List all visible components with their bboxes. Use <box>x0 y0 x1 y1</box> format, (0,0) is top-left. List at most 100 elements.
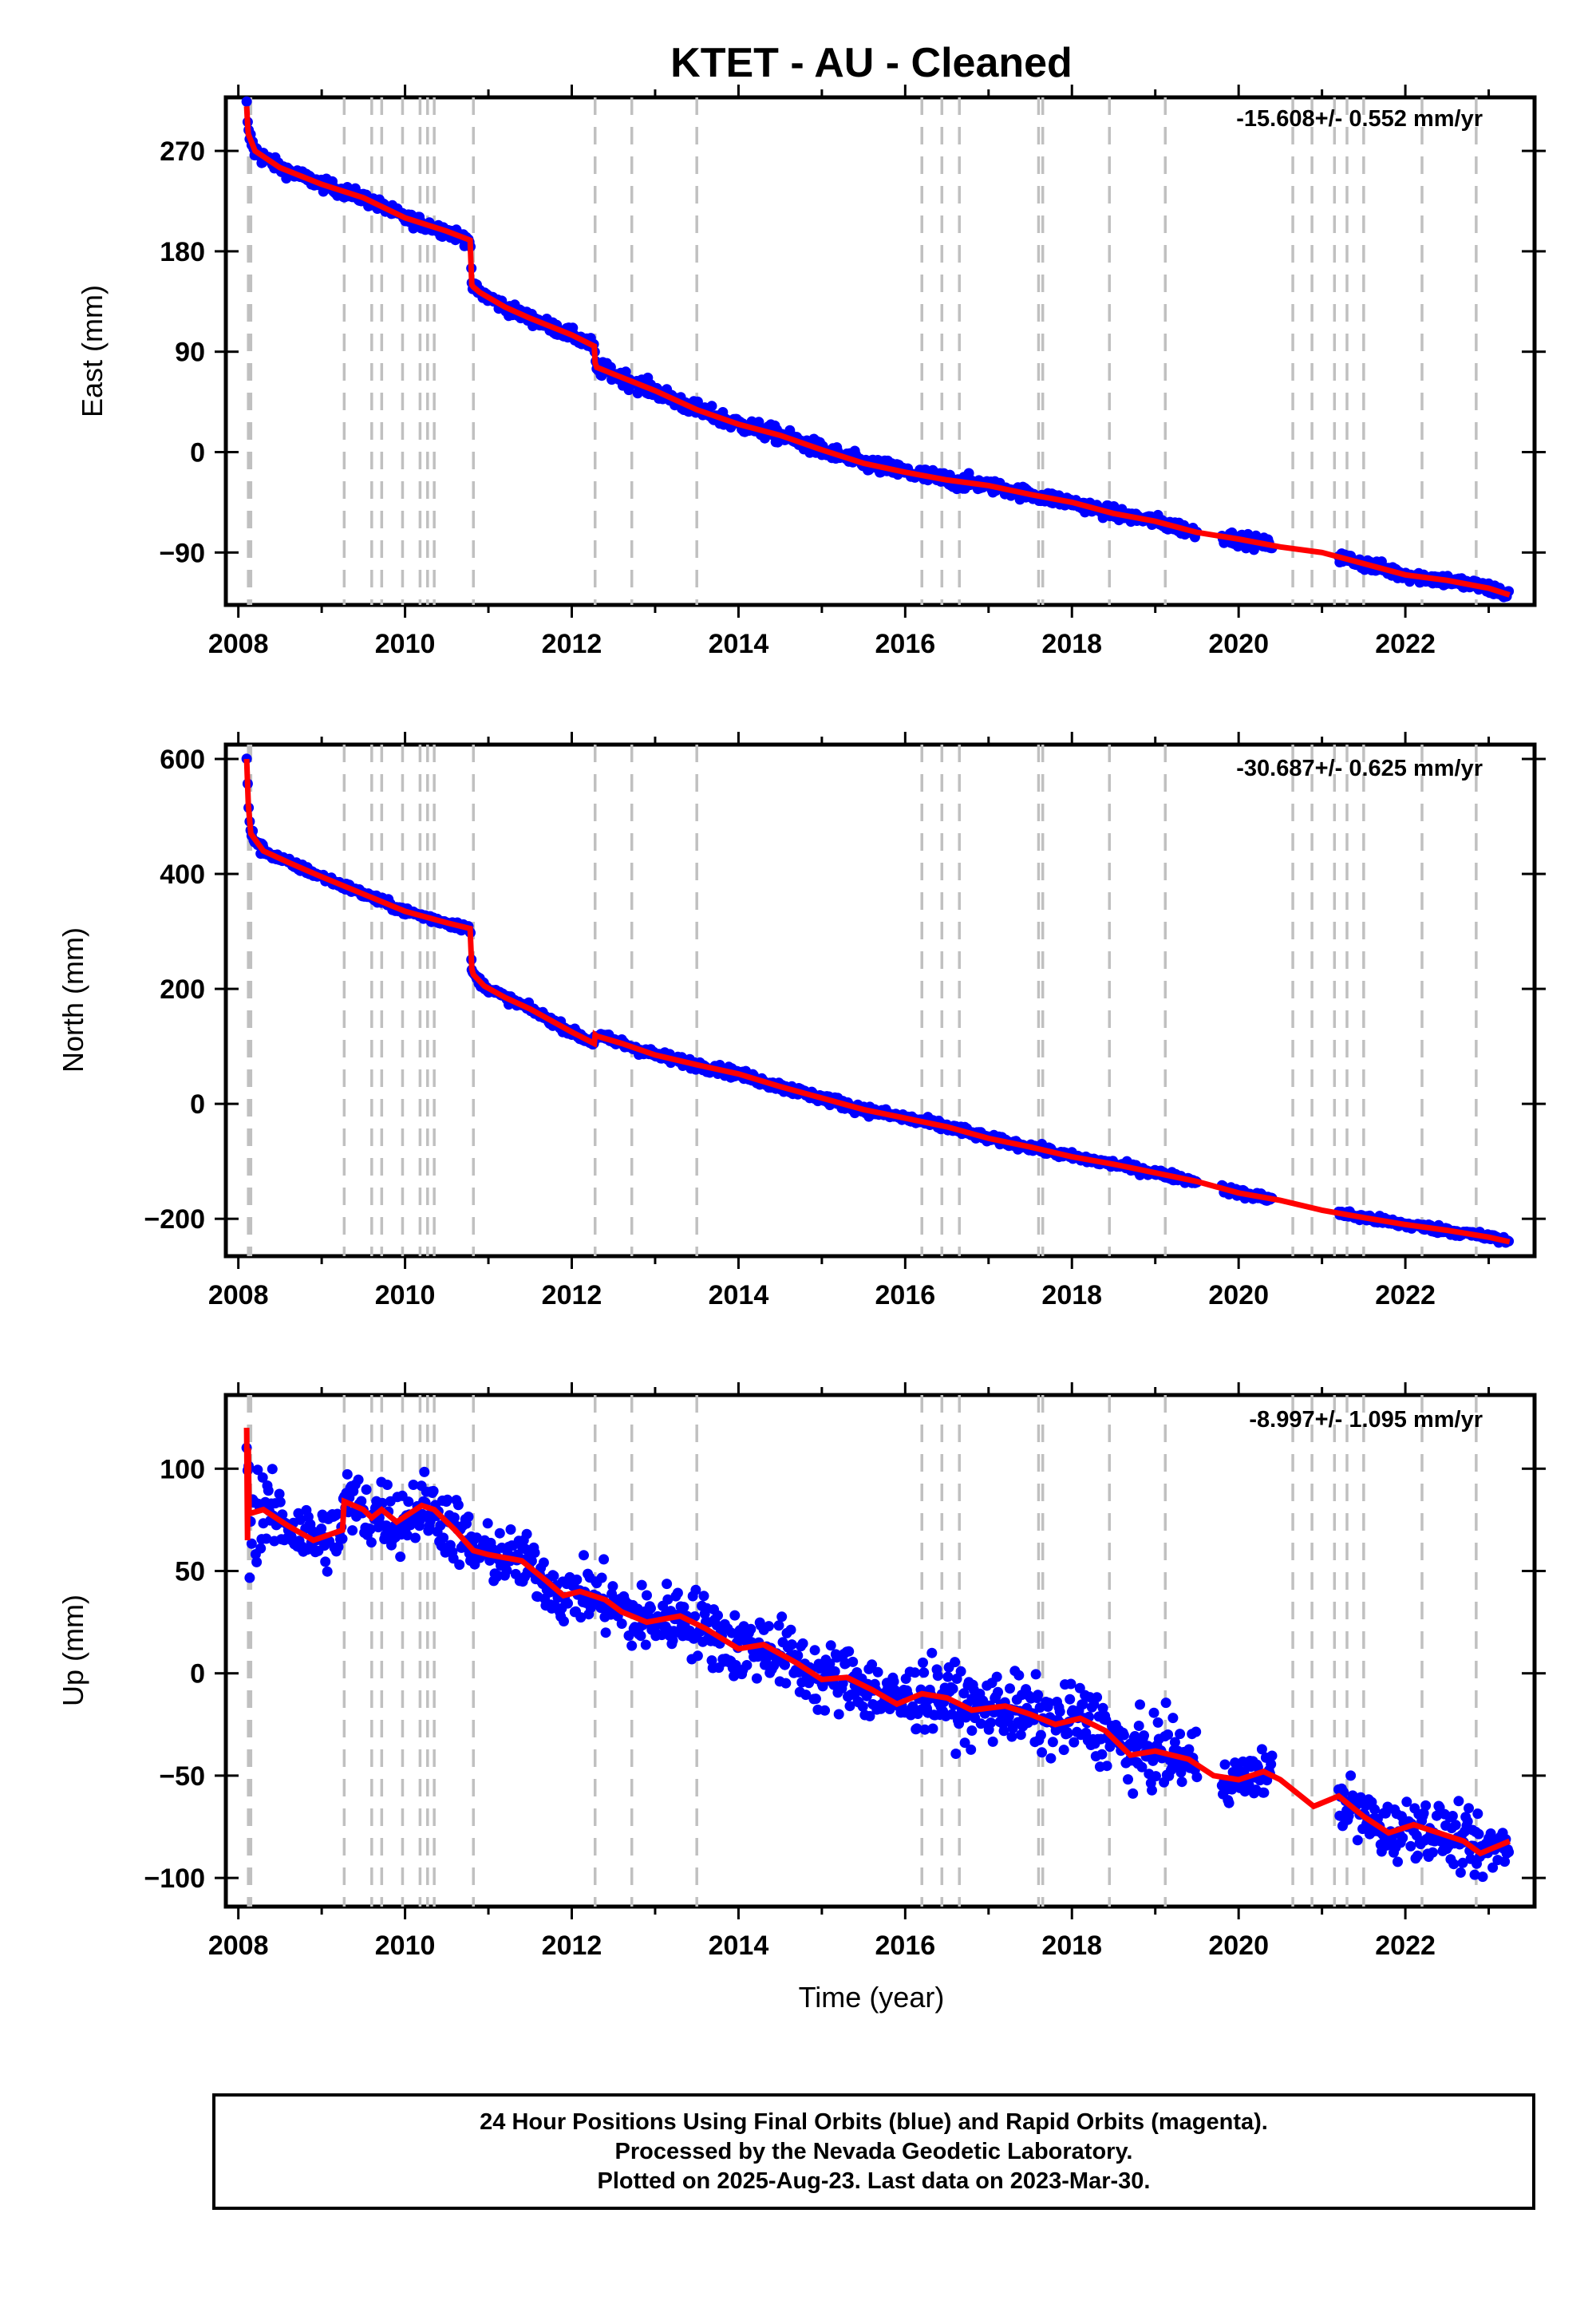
data-point <box>1045 1753 1057 1764</box>
data-point <box>1065 1678 1077 1690</box>
y-tick-label: −90 <box>159 538 205 568</box>
data-point <box>1135 1699 1145 1710</box>
data-point <box>1037 1747 1048 1758</box>
data-point <box>991 1671 1002 1682</box>
data-point <box>690 1584 701 1595</box>
data-point <box>505 1524 516 1535</box>
data-point <box>1450 1820 1461 1831</box>
data-point <box>864 1710 875 1721</box>
data-point <box>729 1610 741 1621</box>
data-point <box>600 1627 611 1638</box>
data-point <box>825 1640 836 1651</box>
east-panel: −90 0 90 180 270 2008 2010 2012 2014 2016 2018 202… <box>76 85 1546 659</box>
data-point <box>1183 1744 1195 1755</box>
x-tick-label: 2008 <box>208 1280 269 1310</box>
data-point <box>1069 1737 1080 1748</box>
east-data-points <box>241 96 1515 603</box>
y-tick-label: 270 <box>160 136 205 167</box>
data-point <box>274 1488 285 1500</box>
data-point <box>635 1630 646 1642</box>
data-point <box>1469 1869 1480 1880</box>
data-point <box>927 1723 938 1734</box>
footer-line-orbits: 24 Hour Positions Using Final Orbits (bl… <box>480 2109 1268 2135</box>
north-y-axis-label: North (mm) <box>57 927 89 1073</box>
x-tick-label: 2016 <box>875 1280 936 1310</box>
data-point <box>847 1656 859 1667</box>
data-point <box>698 1591 709 1602</box>
x-tick-label: 2022 <box>1375 1931 1436 1961</box>
data-point <box>833 1709 844 1720</box>
data-point <box>1148 1755 1159 1766</box>
data-point <box>1133 1721 1144 1731</box>
data-point <box>463 1512 474 1522</box>
north-event-lines <box>247 745 1478 1256</box>
up-y-ticks: −100 −50 0 50 100 <box>144 1454 1546 1894</box>
data-point <box>1427 1847 1438 1858</box>
data-point <box>993 1686 1003 1697</box>
data-point <box>377 1497 388 1508</box>
data-point <box>955 1666 966 1677</box>
data-point <box>1191 1726 1202 1737</box>
data-point <box>1013 1670 1025 1681</box>
data-point <box>403 1496 414 1508</box>
data-point <box>1412 1850 1423 1861</box>
data-point <box>494 1528 505 1539</box>
data-point <box>640 1639 651 1650</box>
data-point <box>252 1464 263 1476</box>
data-point <box>316 1524 327 1534</box>
data-point <box>786 1639 797 1650</box>
x-tick-label: 2014 <box>709 629 769 659</box>
data-point <box>596 1572 607 1583</box>
north-y-ticks: −200 0 200 400 600 <box>144 745 1546 1235</box>
data-point <box>666 1606 677 1617</box>
data-point <box>986 1717 997 1728</box>
data-point <box>1499 1856 1511 1867</box>
data-point <box>672 1587 683 1599</box>
data-point <box>1345 1770 1357 1781</box>
x-tick-label: 2010 <box>375 1280 436 1310</box>
data-point <box>521 1528 532 1539</box>
up-rate-label: -8.997+/- 1.095 mm/yr <box>1249 1407 1483 1433</box>
east-y-axis-label: East (mm) <box>76 285 109 417</box>
x-tick-label: 2020 <box>1208 629 1269 659</box>
x-tick-label: 2018 <box>1041 1280 1102 1310</box>
data-point <box>1401 1796 1412 1808</box>
data-point <box>1169 1737 1180 1748</box>
data-point <box>1006 1731 1017 1742</box>
data-point <box>482 1518 493 1529</box>
east-rate-label: -15.608+/- 0.552 mm/yr <box>1236 106 1483 132</box>
data-point <box>872 1666 883 1678</box>
data-point <box>1096 1749 1108 1760</box>
data-point <box>255 1543 267 1554</box>
data-point <box>1136 1761 1148 1773</box>
data-point <box>626 1640 638 1651</box>
data-point <box>844 1701 855 1712</box>
data-point <box>1062 1728 1073 1739</box>
y-tick-label: 0 <box>190 1659 205 1690</box>
data-point <box>1118 1729 1129 1741</box>
x-tick-label: 2022 <box>1375 1280 1436 1310</box>
y-tick-label: 0 <box>190 1089 205 1120</box>
data-point <box>713 1610 723 1621</box>
data-point <box>275 1496 286 1508</box>
x-tick-label: 2010 <box>375 629 436 659</box>
data-point <box>410 1532 421 1543</box>
chart-title: KTET - AU - Cleaned <box>670 40 1073 86</box>
data-point <box>1397 1832 1408 1844</box>
x-tick-label: 2014 <box>709 1280 769 1310</box>
data-point <box>408 1480 419 1490</box>
data-point <box>365 1537 377 1548</box>
data-point <box>745 1623 757 1634</box>
data-point <box>1163 1729 1174 1740</box>
data-point <box>442 1494 453 1505</box>
data-point <box>294 1514 306 1525</box>
data-point <box>919 1724 930 1735</box>
data-point <box>741 1660 753 1670</box>
x-tick-label: 2008 <box>208 629 269 659</box>
data-point <box>428 1485 439 1496</box>
data-point <box>1123 1774 1133 1785</box>
data-point <box>1420 1800 1432 1811</box>
north-x-ticks: 2008 2010 2012 2014 2016 2018 2020 2022 <box>208 732 1491 1310</box>
data-point <box>1455 1867 1466 1878</box>
data-point <box>1065 1694 1076 1705</box>
